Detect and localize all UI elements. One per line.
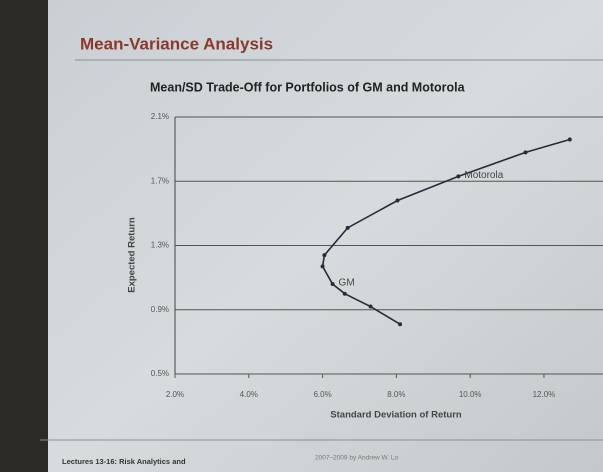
point xyxy=(368,304,373,309)
chart-title: Mean/SD Trade-Off for Portfolios of GM a… xyxy=(150,80,466,94)
x-tick-label: 12.0% xyxy=(533,390,556,399)
plot: 0.5% 0.9% 1.3% 1.7% 2.1% 2.0% 4.0% 6.0% 8.0% 10.0… xyxy=(151,112,603,399)
y-axis-label: Expected Return xyxy=(127,217,138,293)
x-tick-label: 2.0% xyxy=(166,390,184,399)
y-tick-label: 0.9% xyxy=(151,305,169,314)
point xyxy=(322,253,327,258)
x-axis-label: Standard Deviation of Return xyxy=(330,410,462,421)
y-tick-label: 2.1% xyxy=(151,112,169,121)
point xyxy=(456,174,461,179)
slide-background xyxy=(48,0,603,472)
footer-left: Lectures 13-16: Risk Analytics and xyxy=(62,457,186,466)
y-tick-label: 1.7% xyxy=(151,176,169,185)
annotation: GM xyxy=(339,278,355,289)
point xyxy=(320,264,325,269)
point xyxy=(342,291,347,296)
x-tick-label: 6.0% xyxy=(313,390,331,399)
annotation: Motorola xyxy=(464,170,503,181)
x-tick-label: 4.0% xyxy=(240,390,258,399)
slide-title: Mean-Variance Analysis xyxy=(80,34,273,53)
y-tick-label: 1.3% xyxy=(151,241,169,250)
point xyxy=(523,150,528,155)
point xyxy=(330,282,335,287)
point xyxy=(345,225,350,230)
y-tick-label: 0.5% xyxy=(151,369,169,378)
point xyxy=(567,137,572,142)
footer-right: 2007–2009 by Andrew W. Lo xyxy=(315,455,399,462)
point xyxy=(398,322,403,327)
x-tick-label: 8.0% xyxy=(387,390,405,399)
point xyxy=(395,198,400,203)
x-tick-label: 10.0% xyxy=(459,390,482,399)
